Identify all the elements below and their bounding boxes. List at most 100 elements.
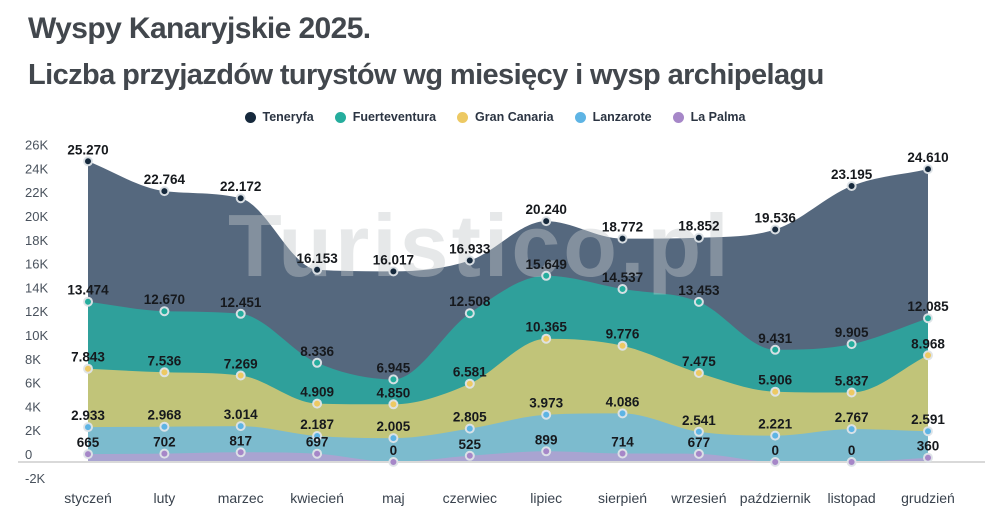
y-axis-tick-label: 0 bbox=[25, 447, 32, 462]
y-axis-tick-label: 4K bbox=[25, 399, 41, 414]
data-point-label: 22.764 bbox=[144, 172, 186, 187]
data-point-marker[interactable] bbox=[770, 457, 781, 467]
legend-item-la-palma[interactable]: La Palma bbox=[672, 110, 746, 124]
y-axis-tick-label: 14K bbox=[25, 280, 48, 295]
data-point-marker[interactable] bbox=[923, 452, 933, 463]
data-point-marker[interactable] bbox=[541, 446, 552, 457]
data-point-label: 8.968 bbox=[911, 336, 945, 351]
data-point-marker[interactable] bbox=[541, 270, 552, 281]
data-point-label: 2.805 bbox=[453, 410, 487, 425]
data-point-marker[interactable] bbox=[83, 296, 93, 307]
data-point-marker[interactable] bbox=[541, 409, 552, 420]
data-point-marker[interactable] bbox=[693, 448, 704, 459]
data-point-marker[interactable] bbox=[159, 306, 170, 317]
data-point-marker[interactable] bbox=[464, 450, 475, 461]
area-la-palma bbox=[88, 451, 928, 462]
data-point-marker[interactable] bbox=[235, 370, 246, 381]
data-point-marker[interactable] bbox=[388, 433, 399, 444]
data-point-label: 817 bbox=[229, 433, 252, 448]
data-point-marker[interactable] bbox=[693, 368, 704, 378]
data-point-marker[interactable] bbox=[617, 284, 628, 294]
data-point-marker[interactable] bbox=[388, 457, 399, 467]
data-point-marker[interactable] bbox=[312, 357, 323, 368]
data-point-marker[interactable] bbox=[83, 156, 93, 167]
y-axis-tick-label: 18K bbox=[25, 233, 48, 248]
chart-subtitle: Liczba przyjazdów turystów wg miesięcy i… bbox=[28, 59, 824, 91]
data-point-marker[interactable] bbox=[923, 350, 933, 361]
data-point-marker[interactable] bbox=[846, 424, 857, 435]
legend: Teneryfa Fuerteventura Gran Canaria Lanzaro… bbox=[0, 110, 990, 124]
data-point-marker[interactable] bbox=[617, 408, 628, 419]
data-point-marker[interactable] bbox=[159, 448, 170, 459]
data-point-marker[interactable] bbox=[770, 344, 781, 355]
data-point-label: 2.005 bbox=[377, 419, 411, 434]
data-point-marker[interactable] bbox=[846, 387, 857, 398]
data-point-marker[interactable] bbox=[846, 457, 857, 467]
chart-canvas: 26K 24K 22K 20K 18K 16K 14K 12K 10K 8K 6K 4K 2K 0 -2K T… bbox=[18, 138, 985, 506]
legend-item-teneryfa[interactable]: Teneryfa bbox=[244, 110, 314, 124]
data-point-marker[interactable] bbox=[312, 264, 323, 275]
data-point-label: 2.221 bbox=[758, 417, 792, 432]
data-point-label: 525 bbox=[459, 437, 482, 452]
data-point-marker[interactable] bbox=[388, 266, 399, 277]
data-point-marker[interactable] bbox=[159, 367, 170, 378]
data-point-marker[interactable] bbox=[693, 426, 704, 437]
legend-dot-icon bbox=[244, 111, 256, 123]
data-point-label: 13.474 bbox=[67, 283, 109, 298]
data-point-label: 714 bbox=[611, 435, 634, 450]
legend-dot-icon bbox=[574, 111, 586, 123]
data-point-marker[interactable] bbox=[235, 447, 246, 458]
data-point-marker[interactable] bbox=[464, 308, 475, 319]
data-point-marker[interactable] bbox=[541, 216, 552, 227]
data-point-marker[interactable] bbox=[388, 374, 399, 385]
data-point-label: 9.776 bbox=[606, 327, 640, 342]
data-point-marker[interactable] bbox=[770, 224, 781, 235]
data-point-marker[interactable] bbox=[159, 421, 170, 432]
data-point-marker[interactable] bbox=[235, 308, 246, 319]
x-axis-month-label: maj bbox=[382, 490, 405, 506]
data-point-marker[interactable] bbox=[923, 426, 933, 437]
data-point-marker[interactable] bbox=[617, 340, 628, 351]
data-point-marker[interactable] bbox=[83, 449, 93, 460]
data-point-marker[interactable] bbox=[923, 313, 933, 324]
data-point-label: 10.365 bbox=[526, 320, 568, 335]
data-point-marker[interactable] bbox=[770, 430, 781, 441]
data-point-label: 8.336 bbox=[300, 344, 334, 359]
data-point-marker[interactable] bbox=[617, 448, 628, 459]
data-point-marker[interactable] bbox=[846, 181, 857, 191]
legend-item-label: Fuerteventura bbox=[352, 110, 437, 124]
legend-item-fuerteventura[interactable]: Fuerteventura bbox=[334, 110, 437, 124]
data-point-marker[interactable] bbox=[693, 232, 704, 243]
data-point-marker[interactable] bbox=[923, 164, 933, 175]
data-point-marker[interactable] bbox=[464, 255, 475, 266]
data-point-marker[interactable] bbox=[846, 339, 857, 350]
legend-item-lanzarote[interactable]: Lanzarote bbox=[574, 110, 652, 124]
data-point-marker[interactable] bbox=[83, 363, 93, 374]
legend-item-label: Gran Canaria bbox=[475, 110, 554, 124]
data-point-marker[interactable] bbox=[541, 333, 552, 344]
data-point-marker[interactable] bbox=[693, 296, 704, 307]
data-point-marker[interactable] bbox=[83, 422, 93, 433]
data-point-marker[interactable] bbox=[464, 378, 475, 389]
watermark: Turistico.pl bbox=[228, 196, 732, 295]
data-point-marker[interactable] bbox=[235, 421, 246, 432]
data-point-marker[interactable] bbox=[770, 386, 781, 397]
legend-item-gran-canaria[interactable]: Gran Canaria bbox=[457, 110, 554, 124]
data-point-marker[interactable] bbox=[388, 399, 399, 410]
data-point-marker[interactable] bbox=[312, 448, 323, 459]
data-point-label: 18.852 bbox=[678, 219, 719, 234]
data-point-label: 4.850 bbox=[377, 385, 411, 400]
data-point-marker[interactable] bbox=[312, 398, 323, 409]
data-point-label: 677 bbox=[688, 435, 711, 450]
x-axis-month-label: styczeń bbox=[64, 490, 111, 506]
data-point-marker[interactable] bbox=[159, 186, 170, 197]
data-point-marker[interactable] bbox=[464, 423, 475, 434]
data-point-marker[interactable] bbox=[617, 233, 628, 244]
legend-dot-icon bbox=[672, 111, 684, 123]
legend-dot-icon bbox=[457, 111, 469, 123]
data-point-label: 12.085 bbox=[907, 299, 949, 314]
data-point-label: 5.837 bbox=[835, 374, 869, 389]
data-point-marker[interactable] bbox=[235, 193, 246, 204]
data-point-marker[interactable] bbox=[312, 431, 323, 441]
area-gran-canaria bbox=[88, 338, 928, 462]
